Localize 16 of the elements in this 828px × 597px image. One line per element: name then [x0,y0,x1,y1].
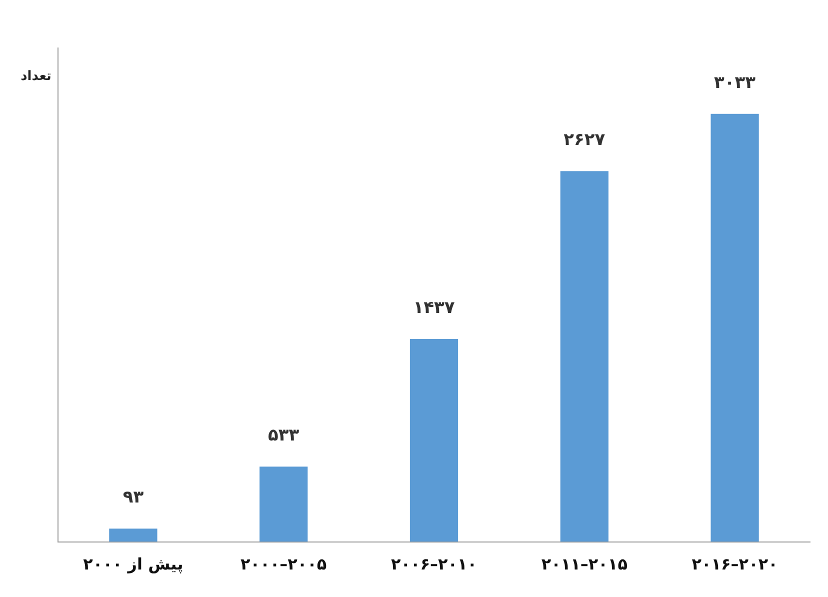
x-tick-label: ۲۰۰۶–۲۰۱۰ [390,554,478,574]
data-label: ۲۶۲۷ [564,130,606,150]
bar [560,171,608,542]
x-tick-label: ۲۰۰۰–۲۰۰۵ [240,554,327,574]
bar [710,114,759,542]
x-tick-label: ۲۰۱۶–۲۰۲۰ [692,554,778,574]
y-axis-title: تعداد [20,69,52,84]
data-label: ۳۰۳۳ [714,72,756,93]
data-label: ۵۳۳ [268,426,300,446]
x-tick-label: پیش از ۲۰۰۰ [83,554,184,574]
bar [260,466,308,542]
bar [109,528,158,542]
data-label: ۱۴۳۷ [413,298,456,318]
x-tick-label: ۲۰۱۱–۲۰۱۵ [541,554,628,574]
data-label: ۹۳ [122,488,144,508]
bar [410,339,458,542]
